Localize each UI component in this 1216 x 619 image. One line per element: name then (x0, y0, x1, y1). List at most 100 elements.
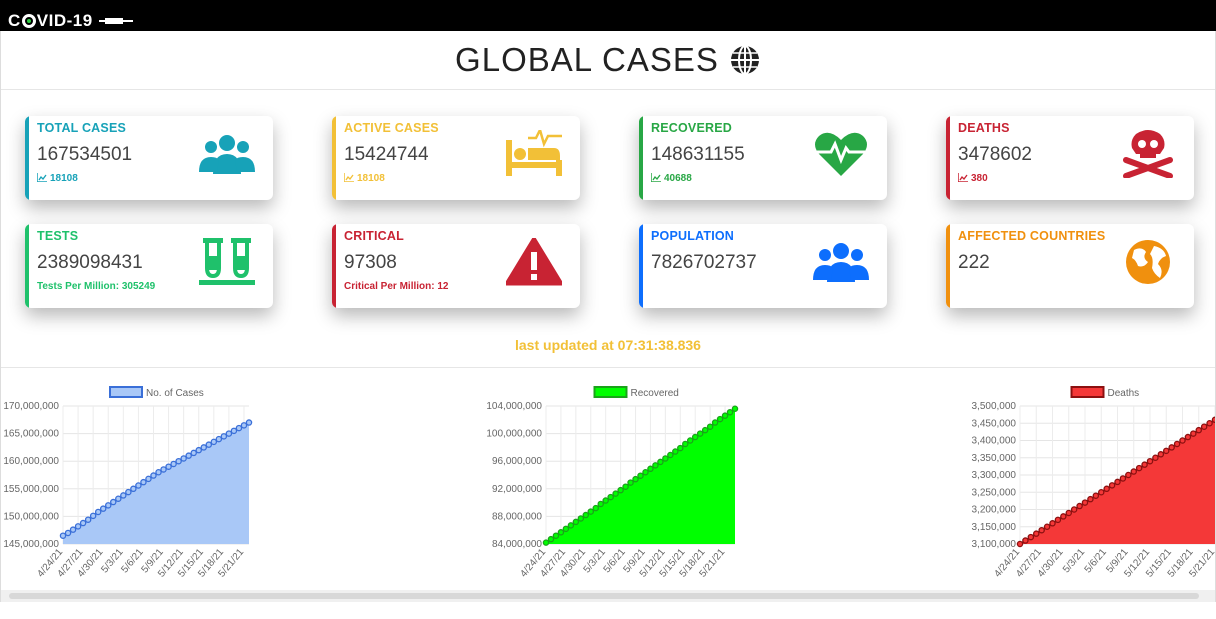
data-point[interactable] (235, 424, 243, 432)
data-point[interactable] (59, 532, 67, 539)
data-point[interactable] (677, 444, 684, 452)
data-point[interactable] (587, 508, 595, 515)
data-point[interactable] (572, 518, 580, 526)
data-point[interactable] (79, 519, 87, 527)
data-point[interactable] (1146, 457, 1154, 465)
data-point[interactable] (657, 458, 664, 466)
data-point[interactable] (225, 430, 233, 437)
data-point[interactable] (552, 532, 560, 539)
data-point[interactable] (155, 468, 162, 476)
data-point[interactable] (542, 539, 550, 546)
data-point[interactable] (175, 457, 182, 465)
data-point[interactable] (1022, 537, 1029, 544)
data-point[interactable] (1038, 526, 1045, 534)
data-point[interactable] (210, 438, 218, 446)
data-point[interactable] (160, 466, 167, 473)
data-point[interactable] (726, 408, 734, 416)
data-point[interactable] (602, 497, 609, 504)
data-point[interactable] (1076, 502, 1083, 510)
data-point[interactable] (1070, 506, 1078, 513)
data-point[interactable] (1081, 499, 1089, 506)
data-point[interactable] (731, 405, 739, 413)
data-point[interactable] (1200, 423, 1208, 430)
data-point[interactable] (607, 493, 614, 501)
data-point[interactable] (577, 515, 585, 522)
data-point[interactable] (1054, 516, 1062, 524)
data-point[interactable] (637, 472, 644, 479)
data-point[interactable] (1125, 471, 1132, 479)
data-point[interactable] (711, 419, 719, 426)
data-point[interactable] (110, 498, 117, 506)
legend-swatch[interactable] (1070, 386, 1105, 398)
data-point[interactable] (1092, 492, 1100, 499)
data-point[interactable] (1103, 485, 1110, 493)
data-point[interactable] (245, 419, 253, 426)
data-point[interactable] (691, 433, 699, 441)
data-point[interactable] (1195, 426, 1202, 434)
data-point[interactable] (1033, 530, 1040, 537)
data-point[interactable] (1049, 520, 1056, 527)
data-point[interactable] (220, 433, 228, 440)
data-point[interactable] (622, 483, 629, 490)
data-point[interactable] (195, 446, 202, 454)
legend-label[interactable]: No. of Cases (146, 388, 204, 399)
data-point[interactable] (721, 412, 729, 419)
data-point[interactable] (69, 526, 77, 533)
data-point[interactable] (617, 486, 624, 494)
data-point[interactable] (84, 516, 92, 523)
data-point[interactable] (597, 500, 604, 508)
data-point[interactable] (1135, 464, 1143, 472)
data-point[interactable] (140, 478, 147, 486)
data-point[interactable] (716, 415, 724, 423)
data-point[interactable] (1060, 513, 1067, 520)
data-point[interactable] (592, 504, 599, 512)
scroll-thumb[interactable] (9, 593, 1199, 599)
data-point[interactable] (557, 529, 565, 536)
data-point[interactable] (145, 475, 152, 483)
data-point[interactable] (1206, 420, 1213, 427)
data-point[interactable] (215, 435, 223, 443)
data-point[interactable] (240, 422, 248, 429)
data-point[interactable] (567, 522, 575, 529)
data-point[interactable] (682, 440, 689, 448)
data-point[interactable] (612, 490, 619, 497)
legend-swatch[interactable] (593, 386, 628, 398)
data-point[interactable] (205, 441, 213, 448)
data-point[interactable] (1097, 489, 1105, 496)
data-point[interactable] (1130, 468, 1137, 475)
data-point[interactable] (696, 430, 704, 437)
data-point[interactable] (582, 511, 590, 519)
data-point[interactable] (1027, 533, 1035, 541)
data-point[interactable] (547, 535, 555, 543)
data-point[interactable] (1184, 433, 1192, 441)
data-point[interactable] (652, 462, 659, 469)
data-point[interactable] (94, 508, 102, 516)
data-point[interactable] (165, 463, 172, 470)
data-point[interactable] (120, 492, 127, 499)
data-point[interactable] (1162, 447, 1170, 455)
data-point[interactable] (1065, 509, 1073, 517)
data-point[interactable] (1157, 451, 1165, 458)
data-point[interactable] (627, 479, 634, 486)
data-point[interactable] (1108, 482, 1116, 489)
data-point[interactable] (99, 505, 107, 512)
data-point[interactable] (1016, 540, 1024, 548)
data-point[interactable] (706, 423, 714, 430)
data-point[interactable] (642, 468, 649, 476)
data-point[interactable] (180, 455, 187, 462)
data-point[interactable] (185, 452, 192, 459)
data-point[interactable] (1173, 440, 1181, 448)
data-point[interactable] (64, 529, 72, 537)
data-point[interactable] (74, 523, 82, 530)
data-point[interactable] (1087, 495, 1094, 503)
data-point[interactable] (672, 448, 679, 455)
data-point[interactable] (632, 475, 639, 483)
covid-logo[interactable]: C VID-19 (8, 11, 133, 30)
data-point[interactable] (1043, 523, 1051, 530)
data-point[interactable] (686, 437, 694, 444)
legend-label[interactable]: Recovered (631, 388, 679, 399)
data-point[interactable] (1141, 461, 1148, 468)
data-point[interactable] (130, 485, 137, 493)
legend-label[interactable]: Deaths (1108, 388, 1140, 399)
data-point[interactable] (1168, 444, 1175, 451)
